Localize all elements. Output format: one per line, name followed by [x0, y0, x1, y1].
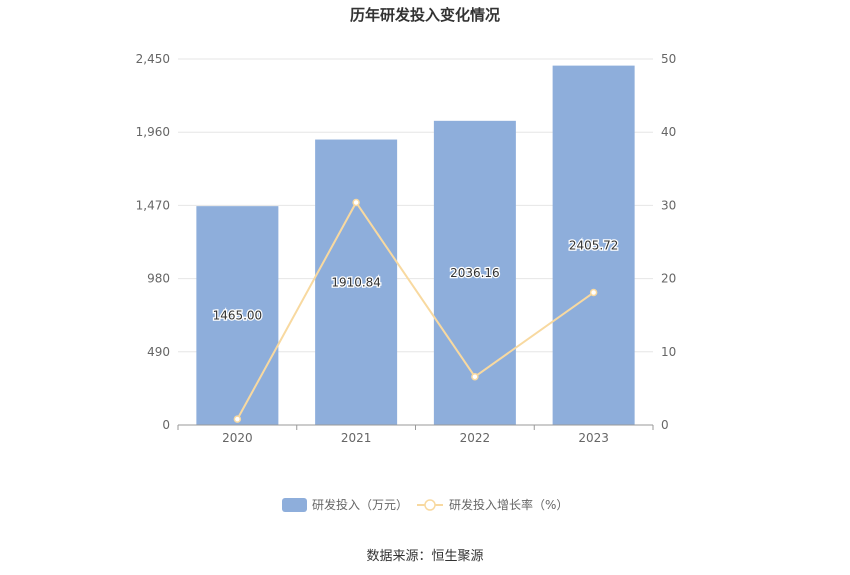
line-point[interactable] — [233, 415, 242, 423]
legend-bar-label[interactable]: 研发投入（万元） — [312, 497, 408, 512]
y-right-tick-label: 10 — [661, 345, 676, 359]
y-right-tick-label: 40 — [661, 125, 676, 139]
line-point[interactable] — [471, 372, 479, 381]
y-right-tick-label: 50 — [661, 52, 676, 66]
x-tick-label: 2023 — [578, 431, 609, 445]
x-tick-label: 2021 — [341, 431, 372, 445]
line-point[interactable] — [589, 288, 598, 297]
bar-data-label: 2036.16 — [450, 266, 500, 280]
axes: 0 490 980 1,470 1,960 2,450 0 10 20 30 40 50 2020 202… — [136, 52, 677, 445]
legend[interactable]: 研发投入（万元） 研发投入增长率（%） — [282, 497, 568, 512]
data-labels: 1465.00 1910.84 2036.16 2405.72 — [211, 237, 619, 324]
y-left-tick-label: 980 — [147, 272, 170, 286]
legend-line-marker[interactable] — [424, 499, 436, 511]
bar-data-label: 2405.72 — [569, 238, 619, 252]
growth-line — [236, 200, 595, 420]
bar[interactable] — [315, 139, 398, 426]
y-left-tick-label: 1,470 — [136, 198, 170, 212]
bar[interactable] — [552, 65, 635, 425]
line-point[interactable] — [352, 198, 360, 207]
source-note: 数据来源：恒生聚源 — [366, 549, 483, 564]
y-right-tick-label: 30 — [661, 198, 676, 212]
y-right-tick-label: 20 — [661, 272, 676, 286]
y-left-tick-label: 490 — [147, 345, 170, 359]
y-left-tick-label: 1,960 — [136, 125, 170, 139]
legend-bar-swatch[interactable] — [282, 498, 307, 512]
bar-data-label: 1465.00 — [213, 309, 263, 323]
x-tick-label: 2020 — [222, 431, 253, 445]
chart-title: 历年研发投入变化情况 — [350, 6, 500, 24]
y-left-tick-label: 2,450 — [136, 52, 170, 66]
y-right-tick-label: 0 — [661, 418, 669, 432]
bar-data-label: 1910.84 — [331, 275, 381, 289]
bar[interactable] — [196, 206, 279, 425]
y-left-tick-label: 0 — [162, 418, 170, 432]
x-tick-label: 2022 — [460, 431, 491, 445]
legend-line-label[interactable]: 研发投入增长率（%） — [449, 497, 568, 512]
line-series — [233, 198, 598, 423]
